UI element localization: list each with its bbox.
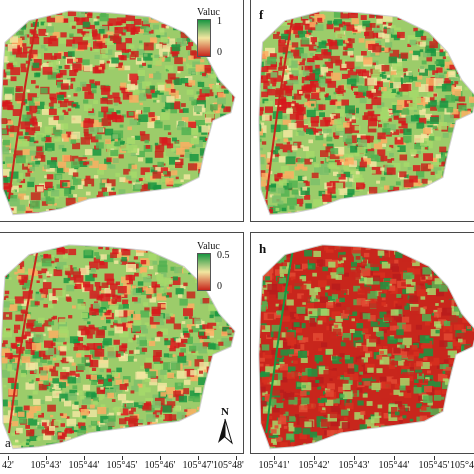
axis-tick-label: 105°44' [68, 460, 100, 471]
axis-tick [46, 456, 47, 460]
axis-tick [160, 456, 161, 460]
panel-letter: a [5, 435, 11, 450]
raster-map [258, 244, 474, 450]
legend-colorbar [197, 253, 211, 291]
map-panel-g: Valuc 0.5 0 a N [0, 232, 244, 454]
axis-tick [84, 456, 85, 460]
axis-tick-label: 105°4 [450, 460, 474, 471]
legend-min: 0 [217, 47, 222, 58]
longitude-axis-right: 105°41' 105°42' 105°43' 105°44' 105°45' 105°4 [250, 456, 474, 474]
panel-letter: f [259, 7, 264, 22]
legend-max: 1 [217, 16, 222, 27]
axis-tick [236, 456, 237, 460]
map-panel-e: Valuc 1 0 [0, 0, 244, 222]
axis-tick-label: 105°42' [298, 460, 330, 471]
axis-tick [314, 456, 315, 460]
axis-tick-label: 105°47' [182, 460, 214, 471]
axis-tick [354, 456, 355, 460]
legend-max: 0.5 [217, 250, 230, 261]
axis-tick [8, 456, 9, 460]
axis-tick-label: 105°43' [338, 460, 370, 471]
legend-min: 0 [217, 281, 222, 292]
axis-tick [122, 456, 123, 460]
panel-letter: h [259, 241, 267, 256]
map-panel-h: h [250, 232, 474, 454]
axis-tick-label: 105°45' [106, 460, 138, 471]
axis-tick-label: 105°45' [418, 460, 450, 471]
legend-title: Valuc [197, 7, 220, 18]
axis-tick [394, 456, 395, 460]
axis-tick [434, 456, 435, 460]
raster-map [0, 10, 236, 216]
axis-tick-label: 105°44' [378, 460, 410, 471]
legend-title: Valuc [197, 241, 220, 252]
north-arrow-icon: N [218, 406, 233, 445]
map-panel-f: f [250, 0, 474, 222]
axis-tick-label: 105°48' [213, 460, 244, 471]
north-arrow: N [215, 405, 235, 452]
axis-tick-label: 105°41' [258, 460, 290, 471]
longitude-axis-left: 42' 105°43' 105°44' 105°45' 105°46' 105°47' 10… [0, 456, 244, 474]
north-label: N [221, 406, 229, 418]
raster-map [258, 10, 474, 216]
axis-tick-label: 42' [2, 460, 14, 471]
raster-map [0, 244, 236, 450]
axis-tick [274, 456, 275, 460]
legend-colorbar [197, 19, 211, 57]
axis-tick-label: 105°46' [144, 460, 176, 471]
axis-tick [198, 456, 199, 460]
axis-tick-label: 105°43' [30, 460, 62, 471]
